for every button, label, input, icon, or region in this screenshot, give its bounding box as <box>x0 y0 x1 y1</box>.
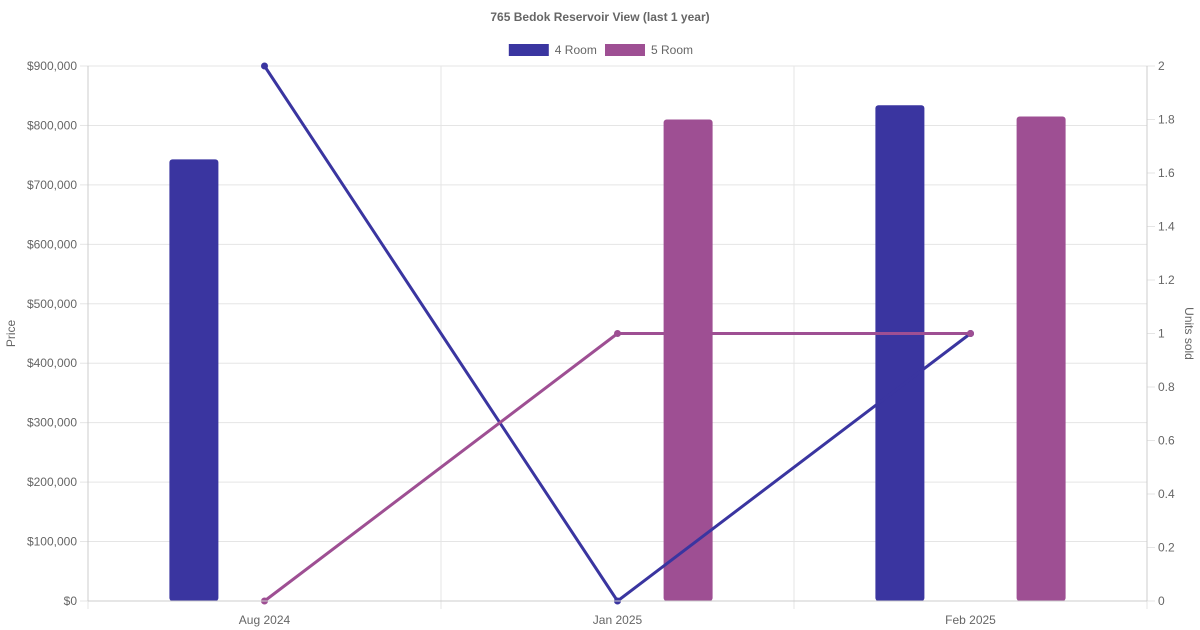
y-left-tick-label: $900,000 <box>27 59 77 73</box>
y-right-tick-label: 1.4 <box>1158 220 1175 234</box>
line-5-room <box>263 332 971 603</box>
bar-5-room <box>1016 116 1066 602</box>
legend-label-4-room: 4 Room <box>555 43 597 57</box>
y-left-tick-label: $200,000 <box>27 475 77 489</box>
y-left-tick-label: $0 <box>64 594 78 608</box>
legend-label-5-room: 5 Room <box>651 43 693 57</box>
bar-4-room <box>875 105 925 601</box>
y-left-tick-label: $700,000 <box>27 178 77 192</box>
y-left-tick-label: $600,000 <box>27 237 77 251</box>
x-tick-label: Feb 2025 <box>945 613 996 627</box>
y-left-tick-label: $800,000 <box>27 118 77 132</box>
y-right-tick-label: 0.8 <box>1158 380 1175 394</box>
y-left-tick-label: $100,000 <box>27 535 77 549</box>
bar-series <box>169 105 1066 602</box>
y-axis-left-title: Price <box>4 320 18 348</box>
y-right-tick-label: 0 <box>1158 594 1165 608</box>
y-right-tick-label: 2 <box>1158 59 1165 73</box>
y-left-tick-label: $300,000 <box>27 416 77 430</box>
y-left-tick-label: $400,000 <box>27 356 77 370</box>
y-right-tick-label: 0.6 <box>1158 434 1175 448</box>
point-4-room <box>261 62 268 70</box>
y-right-tick-label: 1.6 <box>1158 166 1175 180</box>
y-right-tick-label: 1 <box>1158 327 1165 341</box>
axes: $0 $100,000 $200,000 $300,000 $400,000 $500,0… <box>27 59 1175 627</box>
y-left-tick-label: $500,000 <box>27 297 77 311</box>
y-right-tick-label: 0.4 <box>1158 487 1175 501</box>
y-axis-right-title: Units sold <box>1182 307 1196 360</box>
y-right-tick-label: 0.2 <box>1158 541 1175 555</box>
y-right-tick-label: 1.2 <box>1158 273 1175 287</box>
legend: 4 Room 5 Room <box>508 43 693 57</box>
point-5-room <box>967 330 974 337</box>
x-tick-label: Aug 2024 <box>239 613 291 627</box>
x-tick-label: Jan 2025 <box>593 613 643 627</box>
bar-4-room <box>169 159 219 602</box>
y-right-tick-label: 1.8 <box>1158 113 1175 127</box>
legend-swatch-5-room <box>605 44 645 56</box>
bar-5-room <box>663 119 713 601</box>
line-series <box>261 62 974 605</box>
chart-title: 765 Bedok Reservoir View (last 1 year) <box>490 10 709 24</box>
gridlines <box>87 65 1148 609</box>
point-5-room <box>614 330 621 337</box>
legend-swatch-4-room <box>508 44 549 56</box>
